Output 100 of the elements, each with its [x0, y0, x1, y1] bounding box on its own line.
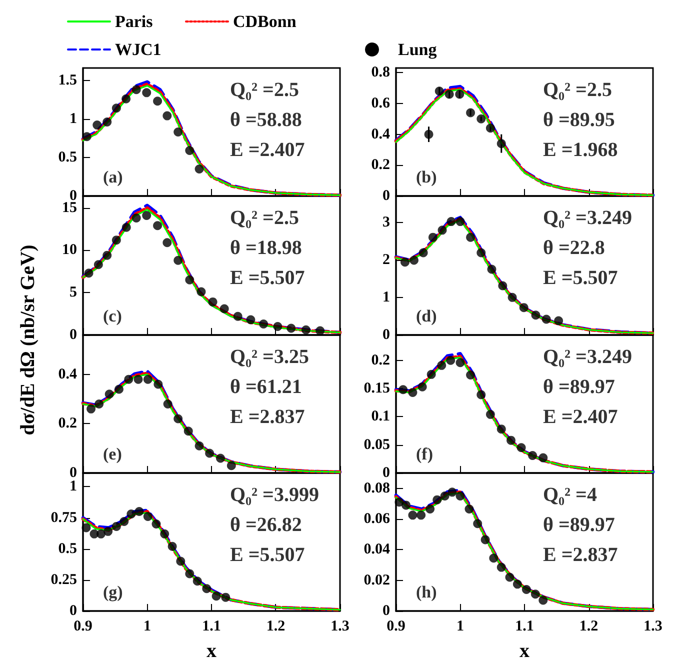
- point: [448, 488, 457, 497]
- point: [174, 256, 183, 265]
- point: [496, 139, 506, 148]
- point: [522, 585, 531, 594]
- x-tick-label: 0.9: [74, 618, 92, 634]
- point: [498, 281, 508, 290]
- point: [168, 542, 177, 551]
- y-tick-label: 0.4: [371, 126, 390, 142]
- x-tick-label: 1.2: [266, 618, 286, 634]
- point: [466, 370, 476, 380]
- y-tick-label: 0.02: [364, 572, 390, 588]
- point: [104, 526, 113, 536]
- point: [538, 596, 548, 605]
- point: [410, 256, 418, 265]
- annotation: θ =61.21: [230, 376, 302, 398]
- annotation: θ =89.97: [543, 514, 615, 536]
- point: [486, 124, 495, 133]
- y-tick-label: 0.8: [371, 64, 390, 81]
- point: [456, 358, 465, 368]
- point: [476, 390, 486, 400]
- point: [455, 90, 464, 99]
- y-tick-label: 0: [70, 603, 77, 619]
- point: [512, 580, 522, 589]
- point: [428, 232, 438, 242]
- point: [174, 128, 183, 136]
- y-tick-label: 0.6: [371, 95, 390, 112]
- point: [120, 516, 129, 526]
- annotation: E =1.968: [543, 139, 618, 161]
- point: [194, 441, 204, 450]
- point: [142, 88, 152, 98]
- point: [162, 111, 172, 120]
- point: [538, 453, 548, 462]
- point: [233, 312, 242, 321]
- x-tick-label: 1: [456, 618, 464, 634]
- point: [444, 90, 454, 99]
- x-tick-label: 0.9: [386, 618, 406, 634]
- point: [473, 519, 482, 528]
- point: [160, 529, 170, 538]
- point: [426, 504, 435, 514]
- annotation: E =2.837: [230, 406, 305, 428]
- y-tick-label: 0.15: [364, 380, 390, 397]
- y-tick-label: 0: [382, 603, 390, 619]
- point: [496, 424, 506, 434]
- y-tick-label: 0: [70, 465, 77, 481]
- point: [124, 374, 134, 384]
- annotation: E =5.507: [230, 544, 305, 566]
- point: [104, 390, 114, 399]
- point: [153, 221, 162, 230]
- point: [480, 535, 490, 544]
- point: [132, 214, 141, 223]
- point: [94, 400, 104, 408]
- y-tick-label: 1: [70, 110, 77, 127]
- point: [212, 592, 221, 601]
- annotation: Q₀² =2.5: [543, 79, 612, 101]
- x-tick-label: 1.3: [330, 618, 350, 634]
- point: [273, 322, 282, 332]
- y-tick-label: 3: [382, 214, 390, 230]
- point: [466, 108, 476, 118]
- point: [134, 374, 143, 384]
- point: [84, 268, 94, 278]
- point: [153, 96, 162, 106]
- point: [416, 510, 426, 520]
- point: [528, 451, 538, 460]
- annotation: (e): [103, 444, 122, 464]
- point: [154, 380, 163, 389]
- point: [142, 210, 152, 220]
- point: [82, 523, 91, 532]
- point: [192, 576, 202, 586]
- point: [466, 232, 476, 242]
- point: [163, 400, 172, 408]
- point: [220, 304, 229, 314]
- annotation: θ =18.98: [230, 237, 302, 259]
- y-tick-label: 5: [70, 284, 77, 301]
- y-tick-label: 0.25: [50, 572, 77, 588]
- y-tick-label: 0: [382, 188, 390, 204]
- annotation: Q₀² =3.249: [543, 207, 632, 229]
- point: [143, 512, 152, 522]
- point: [112, 104, 121, 113]
- point: [554, 316, 564, 326]
- point: [184, 426, 193, 436]
- annotation: θ =22.8: [543, 237, 605, 259]
- point: [102, 117, 112, 126]
- point: [434, 86, 444, 96]
- x-tick-label: 1.2: [579, 618, 598, 634]
- point: [114, 384, 124, 394]
- annotation: Q₀² =4: [543, 484, 597, 506]
- point: [408, 388, 418, 397]
- point: [286, 324, 296, 333]
- y-tick-label: 0.06: [364, 511, 390, 527]
- point: [476, 248, 486, 258]
- y-tick-label: 0.2: [58, 416, 77, 432]
- annotation: (c): [103, 306, 122, 326]
- point: [400, 258, 410, 267]
- annotation: E =5.507: [230, 267, 305, 289]
- point: [437, 360, 446, 370]
- point: [487, 264, 496, 274]
- annotation: E =2.837: [543, 544, 618, 566]
- x-tick-label: 1.1: [515, 618, 534, 634]
- point: [496, 562, 506, 572]
- y-tick-label: 2: [382, 252, 390, 268]
